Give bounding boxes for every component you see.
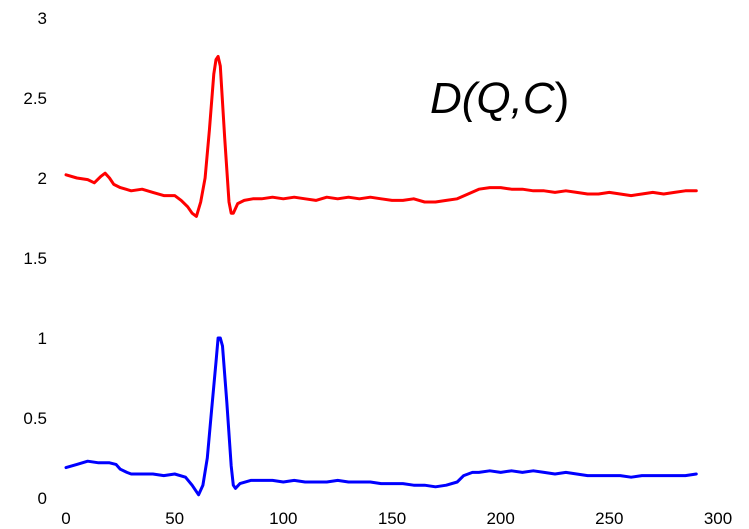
x-tick-label: 200 <box>486 509 514 528</box>
y-tick-label: 2.5 <box>23 89 47 108</box>
annotation-part-2: C <box>523 74 556 123</box>
x-tick-label: 250 <box>595 509 623 528</box>
x-tick-label: 0 <box>61 509 70 528</box>
y-axis-ticks: 0 0.5 1 1.5 2 2.5 3 <box>23 9 47 508</box>
series-layer <box>64 54 698 497</box>
red-series-line <box>64 54 698 218</box>
y-tick-label: 2 <box>38 169 47 188</box>
x-tick-label: 150 <box>378 509 406 528</box>
blue-series-line <box>64 336 698 497</box>
distance-annotation: D(Q,C) <box>430 74 569 123</box>
y-tick-label: 1 <box>38 329 47 348</box>
x-tick-label: 50 <box>165 509 184 528</box>
y-tick-label: 1.5 <box>23 249 47 268</box>
y-tick-label: 0 <box>38 489 47 508</box>
y-tick-label: 3 <box>38 9 47 28</box>
x-axis-ticks: 0 50 100 150 200 250 300 <box>61 509 732 528</box>
y-tick-label: 0.5 <box>23 409 47 428</box>
x-tick-label: 100 <box>269 509 297 528</box>
annotation-part-1: D(Q, <box>430 74 523 123</box>
x-tick-label: 300 <box>704 509 732 528</box>
annotation-part-3: ) <box>555 74 570 123</box>
